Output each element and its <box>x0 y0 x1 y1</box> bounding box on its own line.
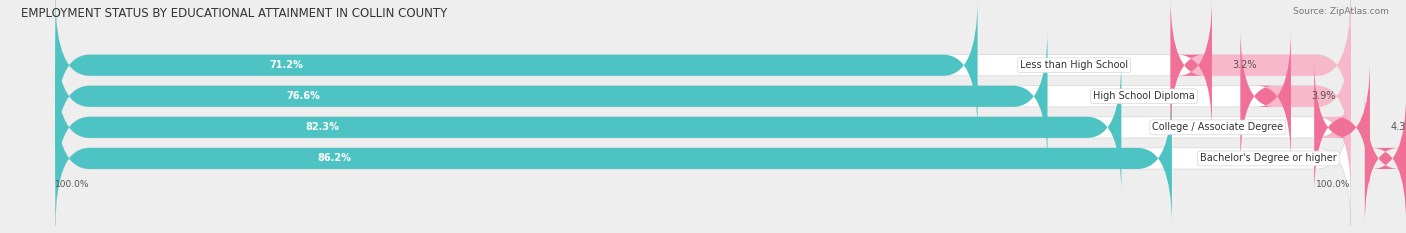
FancyBboxPatch shape <box>55 29 1351 163</box>
Text: Less than High School: Less than High School <box>1019 60 1128 70</box>
Text: 100.0%: 100.0% <box>55 180 90 188</box>
FancyBboxPatch shape <box>55 91 1171 226</box>
FancyBboxPatch shape <box>55 29 1047 163</box>
FancyBboxPatch shape <box>55 60 1351 195</box>
FancyBboxPatch shape <box>1240 29 1291 163</box>
Text: 4.3%: 4.3% <box>1391 122 1406 132</box>
Text: 3.2%: 3.2% <box>1233 60 1257 70</box>
Text: 100.0%: 100.0% <box>1316 180 1351 188</box>
FancyBboxPatch shape <box>1365 91 1406 226</box>
FancyBboxPatch shape <box>55 60 1122 195</box>
FancyBboxPatch shape <box>1315 60 1369 195</box>
FancyBboxPatch shape <box>1315 60 1351 195</box>
Text: EMPLOYMENT STATUS BY EDUCATIONAL ATTAINMENT IN COLLIN COUNTY: EMPLOYMENT STATUS BY EDUCATIONAL ATTAINM… <box>21 7 447 20</box>
Text: College / Associate Degree: College / Associate Degree <box>1153 122 1284 132</box>
Text: 71.2%: 71.2% <box>269 60 302 70</box>
Legend: In Labor Force, Unemployed: In Labor Force, Unemployed <box>617 232 789 233</box>
FancyBboxPatch shape <box>1170 0 1212 132</box>
FancyBboxPatch shape <box>55 0 977 132</box>
Text: Source: ZipAtlas.com: Source: ZipAtlas.com <box>1294 7 1389 16</box>
FancyBboxPatch shape <box>55 91 1351 226</box>
FancyBboxPatch shape <box>1170 0 1351 132</box>
FancyBboxPatch shape <box>55 0 1351 132</box>
Text: 86.2%: 86.2% <box>318 154 352 163</box>
Text: Bachelor's Degree or higher: Bachelor's Degree or higher <box>1199 154 1337 163</box>
FancyBboxPatch shape <box>1240 29 1351 163</box>
Text: High School Diploma: High School Diploma <box>1092 91 1195 101</box>
Text: 76.6%: 76.6% <box>287 91 321 101</box>
Text: 82.3%: 82.3% <box>305 122 339 132</box>
Text: 3.9%: 3.9% <box>1312 91 1336 101</box>
